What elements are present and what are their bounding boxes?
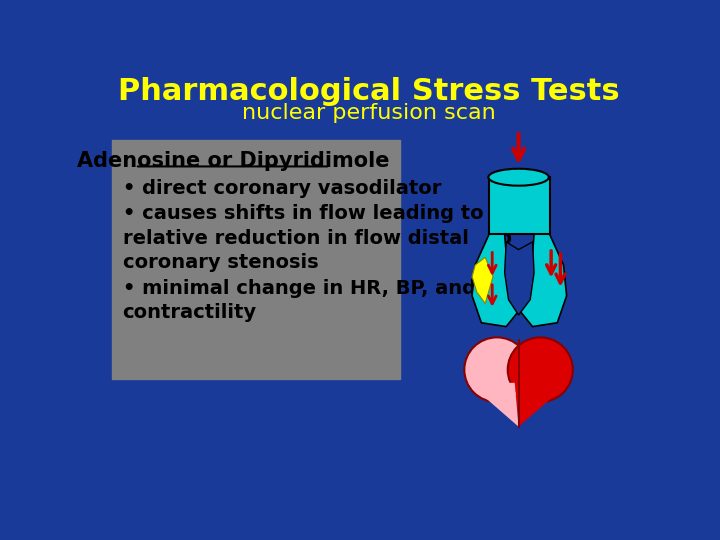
Text: Adenosine or Dipyridimole: Adenosine or Dipyridimole — [77, 151, 390, 171]
Polygon shape — [472, 234, 518, 327]
Polygon shape — [505, 242, 534, 315]
Polygon shape — [515, 383, 569, 427]
Text: coronary stenosis: coronary stenosis — [122, 253, 318, 272]
Ellipse shape — [488, 168, 549, 186]
Text: nuclear perfusion scan: nuclear perfusion scan — [242, 103, 496, 123]
Polygon shape — [468, 383, 518, 427]
Text: • causes shifts in flow leading to: • causes shifts in flow leading to — [122, 204, 483, 223]
FancyBboxPatch shape — [112, 140, 400, 379]
Polygon shape — [520, 234, 567, 327]
Text: • direct coronary vasodilator: • direct coronary vasodilator — [122, 179, 441, 198]
Polygon shape — [472, 257, 493, 303]
Circle shape — [464, 338, 529, 402]
Text: relative reduction in flow distal   to: relative reduction in flow distal to — [122, 228, 511, 247]
Circle shape — [508, 338, 573, 402]
Text: contractility: contractility — [122, 303, 256, 322]
Text: Pharmacological Stress Tests: Pharmacological Stress Tests — [118, 77, 620, 106]
Text: • minimal change in HR, BP, and: • minimal change in HR, BP, and — [122, 279, 475, 298]
Bar — [489, 177, 549, 234]
